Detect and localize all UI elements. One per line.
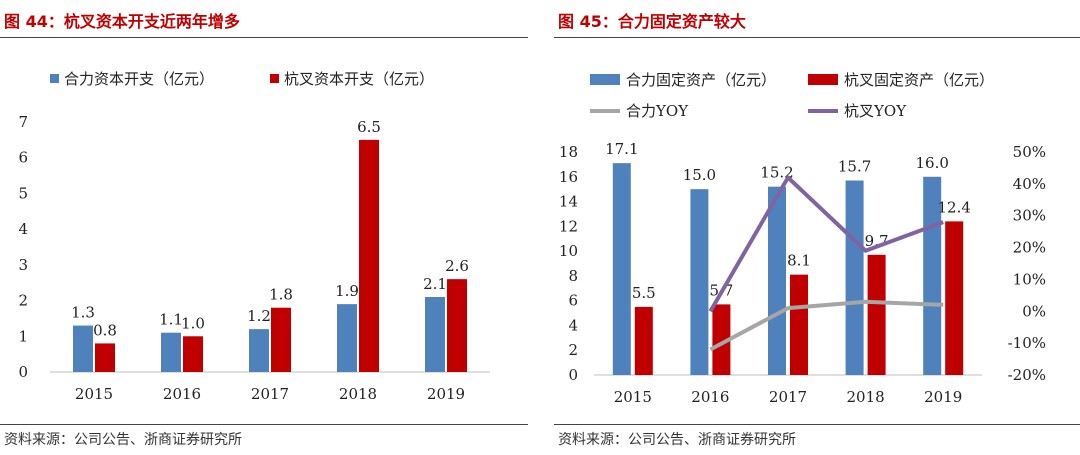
y2-tick-label: 50% xyxy=(1013,143,1046,161)
x-tick-label: 2017 xyxy=(769,388,807,406)
bar xyxy=(425,297,445,372)
bar xyxy=(712,304,731,375)
data-label: 8.1 xyxy=(787,252,811,270)
data-label: 15.2 xyxy=(760,164,793,182)
data-label: 1.8 xyxy=(269,286,293,304)
data-label: 15.7 xyxy=(838,157,871,175)
x-tick-label: 2015 xyxy=(75,385,113,403)
bar xyxy=(183,336,203,372)
y-tick-label: 6 xyxy=(18,149,28,167)
y-tick-label: 1 xyxy=(18,327,28,345)
bar xyxy=(945,221,964,375)
chart-title: 图 44：杭叉资本开支近两年增多 xyxy=(4,12,240,31)
legend-swatch xyxy=(808,74,838,85)
y-tick-label: 16 xyxy=(559,168,578,186)
bar xyxy=(337,304,357,372)
x-tick-label: 2019 xyxy=(924,388,962,406)
data-label: 15.0 xyxy=(683,166,716,184)
source-divider xyxy=(0,424,528,425)
bar xyxy=(768,186,786,375)
title-divider xyxy=(554,37,1080,38)
bar xyxy=(867,254,886,375)
y-tick-label: 18 xyxy=(559,143,578,161)
legend-label: 合力YOY xyxy=(626,102,689,120)
legend-label: 杭叉资本开支（亿元） xyxy=(284,70,434,88)
y2-tick-label: 30% xyxy=(1013,207,1046,225)
y-tick-label: 0 xyxy=(18,363,28,381)
data-label: 1.9 xyxy=(335,282,359,300)
y-tick-label: 12 xyxy=(559,217,578,235)
y2-tick-label: 20% xyxy=(1013,239,1046,257)
bar xyxy=(612,163,631,375)
legend-label: 合力固定资产（亿元） xyxy=(626,71,776,89)
x-tick-label: 2017 xyxy=(251,385,289,403)
y2-tick-label: 40% xyxy=(1013,175,1046,193)
data-label: 17.1 xyxy=(605,140,638,158)
y-tick-label: 8 xyxy=(568,267,578,285)
data-label: 6.5 xyxy=(357,118,381,136)
y2-tick-label: -20% xyxy=(1008,366,1046,384)
x-tick-label: 2016 xyxy=(691,388,729,406)
bar xyxy=(95,343,115,372)
chart-panel-capex: 图 44：杭叉资本开支近两年增多 合力资本开支（亿元） 杭叉资本开支（亿元） 0 1 2… xyxy=(0,0,528,455)
bar xyxy=(359,139,379,372)
x-tick-label: 2016 xyxy=(163,385,201,403)
y2-tick-label: 0% xyxy=(1022,302,1046,320)
chart-title: 图 45：合力固定资产较大 xyxy=(558,12,746,31)
bar xyxy=(161,332,181,372)
fixed-assets-combo-chart: 合力固定资产（亿元） 杭叉固定资产（亿元） 合力YOY 杭叉YOY 0 2 4 6 8 10 12 1… xyxy=(559,71,1046,406)
bar xyxy=(790,274,808,375)
data-label: 12.4 xyxy=(937,198,970,216)
legend-label: 杭叉固定资产（亿元） xyxy=(844,71,994,89)
y-tick-label: 3 xyxy=(18,256,28,274)
yoy-line xyxy=(708,175,944,313)
y-tick-label: 2 xyxy=(18,292,28,310)
data-label: 1.1 xyxy=(159,311,183,329)
bar xyxy=(73,325,93,372)
legend-label: 合力资本开支（亿元） xyxy=(64,70,214,88)
legend-swatch xyxy=(590,74,620,85)
source-note: 资料来源：公司公告、浙商证券研究所 xyxy=(4,432,242,448)
y-tick-label: 2 xyxy=(568,341,578,359)
data-label: 1.2 xyxy=(247,307,271,325)
y-tick-label: 4 xyxy=(568,316,578,334)
capex-bar-chart: 合力资本开支（亿元） 杭叉资本开支（亿元） 0 1 2 3 4 5 6 7 1.30.8 2015 1.… xyxy=(18,70,490,403)
y-tick-label: 6 xyxy=(568,292,578,310)
data-label: 2.1 xyxy=(423,275,447,293)
bar xyxy=(249,329,269,372)
legend-swatch xyxy=(270,74,279,83)
data-label: 0.8 xyxy=(93,321,117,339)
y-tick-label: 14 xyxy=(559,193,578,211)
x-tick-label: 2018 xyxy=(847,388,885,406)
y-tick-label: 10 xyxy=(559,242,578,260)
y-tick-label: 4 xyxy=(18,220,28,238)
title-divider xyxy=(0,37,528,38)
bar xyxy=(690,189,709,375)
y-tick-label: 5 xyxy=(18,184,28,202)
bar xyxy=(271,307,291,372)
source-note: 资料来源：公司公告、浙商证券研究所 xyxy=(558,432,796,448)
x-tick-label: 2018 xyxy=(339,385,377,403)
data-label: 2.6 xyxy=(445,257,469,275)
y2-tick-label: 10% xyxy=(1013,270,1046,288)
x-tick-label: 2019 xyxy=(427,385,465,403)
chart-panel-fixed-assets: 图 45：合力固定资产较大 合力固定资产（亿元） 杭叉固定资产（亿元） 合力YOY 杭… xyxy=(554,0,1080,455)
source-divider xyxy=(554,424,1080,425)
legend-swatch xyxy=(50,74,59,83)
y-tick-label: 0 xyxy=(568,366,578,384)
data-label: 1.0 xyxy=(181,314,205,332)
data-label: 16.0 xyxy=(915,154,948,172)
data-label: 5.5 xyxy=(632,284,656,302)
bar xyxy=(845,180,864,375)
legend-label: 杭叉YOY xyxy=(844,102,907,120)
y-tick-label: 7 xyxy=(18,113,28,131)
x-tick-label: 2015 xyxy=(614,388,652,406)
bar xyxy=(634,306,653,375)
bar xyxy=(447,279,467,372)
data-label: 1.3 xyxy=(71,304,95,322)
yoy-line xyxy=(709,299,944,352)
y2-tick-label: -10% xyxy=(1008,334,1046,352)
